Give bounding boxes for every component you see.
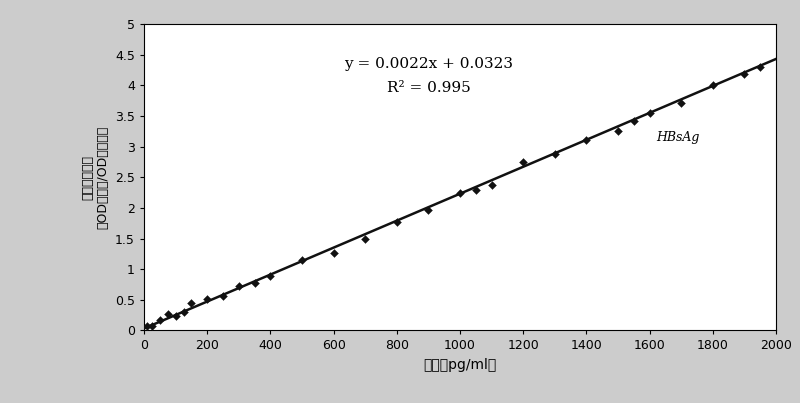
Text: y = 0.0022x + 0.0323: y = 0.0022x + 0.0323 xyxy=(344,57,513,71)
Text: R² = 0.995: R² = 0.995 xyxy=(386,81,470,96)
Point xyxy=(154,316,166,323)
Point xyxy=(754,63,766,70)
Y-axis label: 相对荧光强度
（OD检测线/OD质控线）: 相对荧光强度 （OD检测线/OD质控线） xyxy=(82,126,110,229)
Point xyxy=(233,283,246,290)
Point xyxy=(627,118,640,125)
Point xyxy=(185,300,198,307)
Point xyxy=(517,159,530,166)
Point xyxy=(201,296,214,302)
Point xyxy=(146,322,158,329)
Point xyxy=(248,280,261,286)
Point xyxy=(675,100,688,106)
Point xyxy=(141,322,154,329)
X-axis label: 浓度（pg/ml）: 浓度（pg/ml） xyxy=(423,358,497,372)
Point xyxy=(485,181,498,188)
Point xyxy=(217,293,230,299)
Point xyxy=(738,71,750,77)
Point xyxy=(422,207,435,214)
Point xyxy=(611,127,624,134)
Point xyxy=(170,312,182,319)
Point xyxy=(162,310,174,317)
Point xyxy=(454,189,466,196)
Text: HBsAg: HBsAg xyxy=(656,131,699,144)
Point xyxy=(177,309,190,316)
Point xyxy=(327,250,340,257)
Point xyxy=(264,273,277,279)
Point xyxy=(390,219,403,226)
Point xyxy=(580,136,593,143)
Point xyxy=(296,257,309,264)
Point xyxy=(358,236,371,243)
Point xyxy=(706,81,719,88)
Point xyxy=(549,151,562,157)
Point xyxy=(470,187,482,193)
Point xyxy=(643,109,656,116)
